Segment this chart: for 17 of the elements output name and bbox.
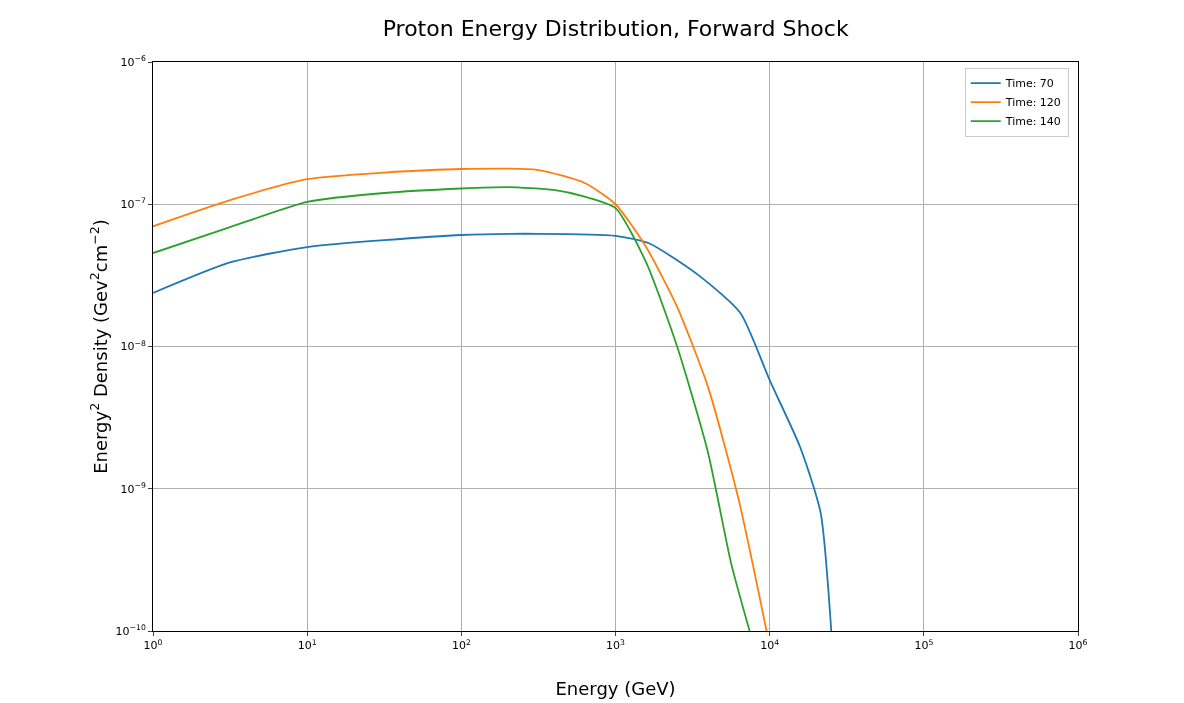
x-tick-label: 10$^{2}$: [451, 637, 471, 653]
y-tick-label: 10$^{−9}$: [120, 480, 146, 496]
y-tick-label: 10$^{−7}$: [120, 196, 146, 212]
legend-label: Time: 70: [1004, 77, 1054, 91]
y-tick-label: 10$^{−10}$: [115, 623, 146, 638]
x-tick-label: 10$^{6}$: [1068, 637, 1088, 653]
x-axis-title: Energy (GeV): [555, 678, 676, 699]
chart-title: Proton Energy Distribution, Forward Shock: [382, 16, 849, 42]
x-tick-label: 10$^{1}$: [297, 637, 317, 653]
x-tick-label: 10$^{4}$: [760, 637, 780, 653]
y-tick-label: 10$^{−8}$: [120, 338, 146, 354]
x-tick-label: 10$^{3}$: [606, 637, 626, 653]
x-tick-label: 10$^{5}$: [914, 637, 934, 653]
y-tick-label: 10$^{−6}$: [120, 54, 146, 69]
x-tick-label: 10$^{0}$: [143, 637, 163, 653]
legend-label: Time: 140: [1004, 115, 1061, 129]
legend-label: Time: 120: [1004, 96, 1061, 110]
